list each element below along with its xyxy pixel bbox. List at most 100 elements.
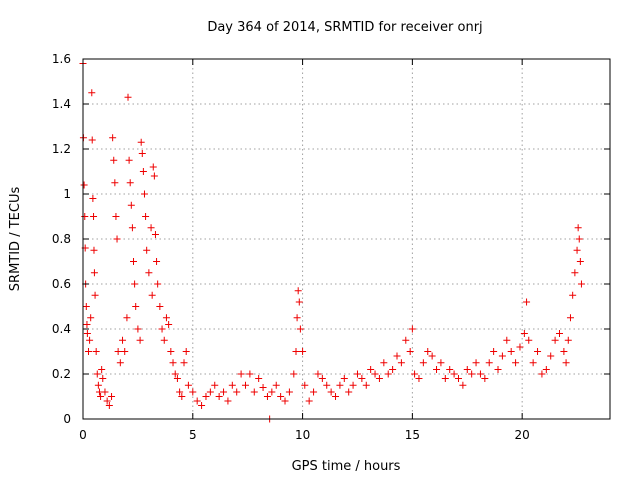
data-point — [99, 375, 107, 382]
data-point — [507, 348, 515, 355]
data-point — [153, 258, 161, 265]
data-point — [295, 298, 303, 306]
data-point — [86, 336, 94, 344]
data-point — [290, 370, 298, 378]
data-point — [123, 314, 131, 322]
data-point — [538, 370, 546, 378]
y-tick-label: 0.6 — [52, 277, 71, 291]
data-point — [151, 231, 159, 238]
data-point — [101, 388, 109, 396]
data-point — [97, 393, 105, 400]
data-point — [476, 370, 484, 378]
data-point — [576, 258, 584, 265]
data-point — [424, 348, 432, 355]
x-tick-label: 10 — [295, 428, 310, 442]
data-point — [272, 381, 280, 389]
data-point — [268, 388, 276, 396]
data-point — [560, 348, 568, 355]
data-point — [142, 213, 150, 220]
data-point — [367, 366, 375, 373]
data-point — [305, 397, 313, 405]
data-point — [237, 370, 245, 378]
data-point — [103, 397, 111, 405]
data-point — [111, 179, 119, 187]
data-point — [228, 381, 236, 389]
data-point — [277, 393, 285, 400]
data-point — [437, 359, 445, 367]
data-point — [91, 291, 99, 299]
data-point — [124, 93, 132, 101]
data-point — [137, 138, 145, 146]
data-point — [206, 388, 214, 396]
data-point — [406, 348, 414, 355]
data-point — [202, 393, 210, 400]
data-point — [281, 397, 289, 405]
data-point — [130, 258, 138, 265]
data-point — [189, 388, 197, 396]
data-point — [259, 384, 267, 391]
data-point — [182, 348, 190, 355]
data-point — [84, 348, 92, 355]
y-tick-label: 0.4 — [52, 322, 71, 336]
data-point — [128, 224, 136, 232]
data-point — [296, 325, 304, 333]
data-point — [173, 375, 181, 382]
data-point — [433, 366, 441, 373]
x-axis-title: GPS time / hours — [292, 459, 401, 474]
data-point — [362, 381, 370, 389]
data-point — [105, 402, 113, 409]
data-point — [109, 134, 117, 142]
data-point — [516, 343, 524, 351]
data-point — [564, 336, 572, 344]
data-point — [441, 375, 449, 382]
data-point — [446, 366, 454, 373]
data-point — [345, 388, 353, 396]
data-point — [250, 388, 258, 396]
data-point — [171, 370, 179, 378]
y-tick-label: 1.2 — [52, 142, 71, 156]
y-tick-label: 1.4 — [52, 97, 71, 111]
x-tick-label: 5 — [189, 428, 197, 442]
data-point — [555, 330, 563, 337]
data-point — [160, 336, 168, 344]
data-point — [481, 375, 489, 382]
data-point — [193, 397, 201, 405]
data-point — [490, 348, 498, 355]
data-point — [180, 359, 188, 367]
data-point — [169, 359, 177, 367]
data-point — [121, 348, 129, 355]
y-tick-label: 0.8 — [52, 232, 71, 246]
x-tick-label: 20 — [515, 428, 530, 442]
y-tick-label: 1.6 — [52, 52, 71, 66]
data-point — [358, 375, 366, 382]
data-point — [93, 370, 101, 378]
data-point — [94, 381, 102, 389]
data-point — [90, 269, 98, 277]
data-point — [148, 291, 156, 299]
data-point — [569, 291, 577, 299]
data-point — [114, 348, 122, 355]
data-point — [255, 375, 263, 382]
data-point — [323, 381, 331, 389]
data-point — [136, 336, 144, 344]
data-point — [132, 303, 140, 310]
data-point — [110, 156, 118, 164]
data-point — [143, 246, 151, 254]
data-point — [340, 375, 348, 382]
data-point — [294, 287, 302, 295]
data-point — [523, 298, 531, 306]
data-point — [158, 325, 166, 333]
data-point — [126, 179, 134, 187]
data-point — [134, 325, 142, 333]
data-point — [525, 336, 533, 344]
y-tick-label: 1 — [63, 187, 71, 201]
data-point — [220, 388, 228, 396]
data-point — [215, 393, 223, 400]
data-point — [90, 213, 98, 220]
data-point — [178, 393, 186, 400]
data-point — [88, 136, 96, 144]
data-point — [411, 370, 419, 378]
data-point — [310, 388, 318, 396]
data-point — [301, 381, 309, 389]
